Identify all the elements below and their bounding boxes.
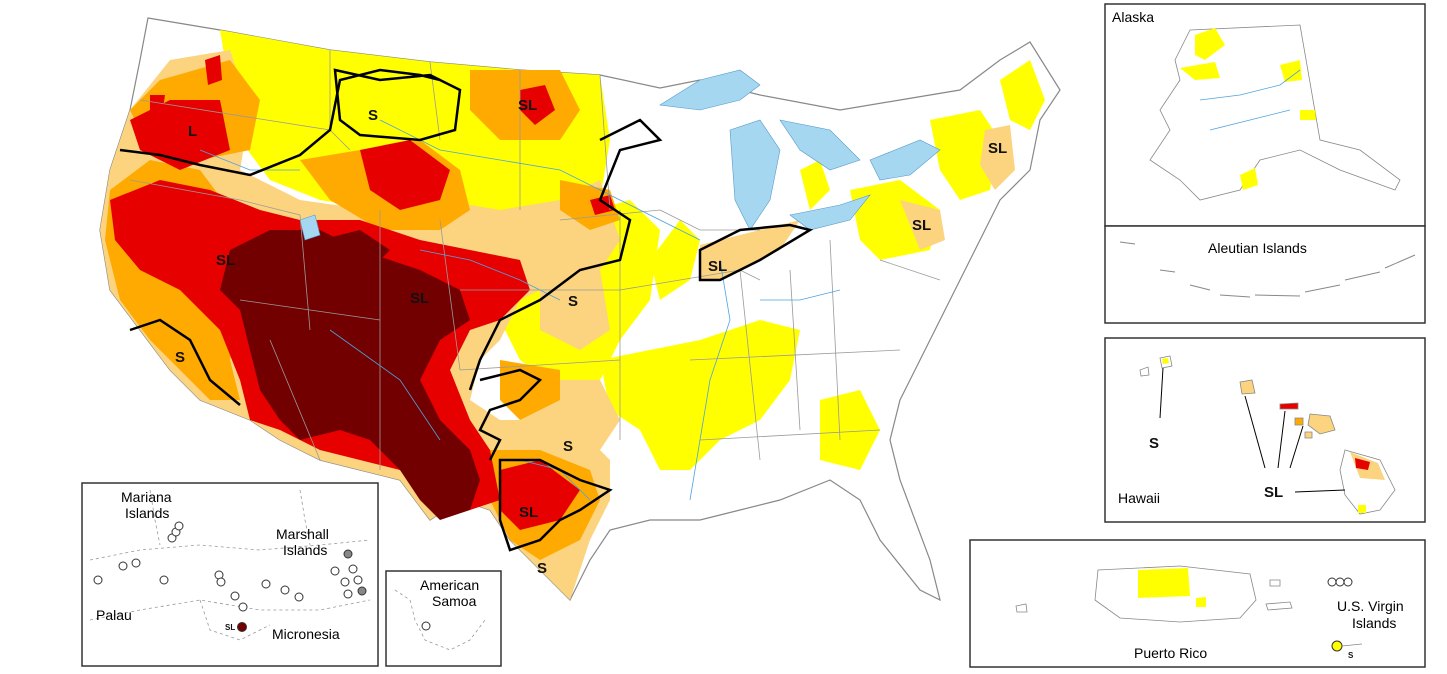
mariana-label-line2: Islands — [125, 505, 169, 521]
usvi-markers — [1327, 577, 1353, 587]
impact-label-sl-texas: SL — [519, 504, 538, 521]
big-island-d3 — [1355, 458, 1370, 470]
impact-label-sl-north-dakota: SL — [518, 97, 537, 114]
usvi-impact-s: S — [1348, 651, 1354, 660]
marshall-label-line2: Islands — [283, 542, 327, 558]
impact-label-sl-west: SL — [216, 252, 235, 269]
marshall-label-line1: Marshall — [276, 526, 329, 542]
maui — [1307, 413, 1336, 435]
st-croix-d0-marker — [1331, 640, 1343, 652]
marshall-hatched-markers — [343, 549, 367, 596]
alaska-d0-south — [1300, 110, 1316, 120]
aleutians-frame — [1104, 225, 1426, 324]
impact-label-s-california: S — [175, 349, 185, 366]
impact-label-sl-colorado: SL — [410, 290, 429, 307]
hawaii-impact-s: S — [1149, 435, 1159, 452]
oahu — [1239, 379, 1256, 395]
aleutians-inset: Aleutian Islands — [1104, 225, 1426, 324]
puerto-rico-label: Puerto Rico — [1134, 645, 1207, 661]
alaska-d0-west — [1180, 62, 1220, 80]
usvi-label-line2: Islands — [1352, 615, 1396, 631]
mariana-label-line1: Mariana — [121, 489, 172, 505]
puerto-rico-d0-central — [1138, 568, 1190, 598]
pacific-boundaries — [89, 489, 371, 641]
pacific-islands-frame — [81, 482, 379, 667]
molokai — [1279, 402, 1299, 410]
kahoolawe — [1304, 431, 1313, 439]
american-samoa-inset: American Samoa — [385, 570, 502, 667]
puerto-rico-inset: S Puerto Rico U.S. Virgin Islands — [969, 539, 1426, 668]
impact-label-s-northern-plains: S — [368, 107, 378, 124]
niihau — [1139, 366, 1150, 377]
impact-label-sl-new-england: SL — [988, 140, 1007, 157]
hawaii-label: Hawaii — [1118, 490, 1160, 506]
impact-label-sl-midwest: SL — [708, 258, 727, 275]
micronesia-label: Micronesia — [272, 626, 340, 642]
impact-boundaries — [119, 68, 814, 552]
conus-map: S SL L SL SL S SL SL SL S S SL S — [99, 17, 1061, 602]
usvi-label-line1: U.S. Virgin — [1337, 598, 1404, 614]
impact-label-s-north-texas: S — [563, 438, 573, 455]
american-samoa-marker — [421, 621, 431, 631]
micronesia-impact-sl: SL — [225, 623, 235, 632]
big-island-d0 — [1358, 505, 1366, 513]
alaska-d0-kodiak — [1240, 168, 1258, 190]
big-island — [1339, 449, 1396, 515]
american-samoa-label-line1: American — [420, 577, 479, 593]
impact-label-l-oregon: L — [188, 123, 197, 140]
hawaii-inset: Hawaii S SL — [1104, 337, 1426, 523]
alaska-inset: Alaska — [1104, 3, 1426, 227]
alaska-rivers — [1199, 69, 1301, 131]
vieques — [1265, 601, 1293, 611]
hawaii-leader-lines — [1159, 367, 1346, 493]
culebra — [1269, 579, 1281, 587]
drought-d4 — [220, 230, 480, 520]
impact-label-sl-new-york: SL — [912, 217, 931, 234]
aleutian-chain — [1119, 241, 1416, 298]
impact-label-s-south-texas: S — [537, 560, 547, 577]
aleutians-label: Aleutian Islands — [1208, 240, 1307, 256]
st-croix-outline — [1341, 643, 1363, 647]
micronesia-d4-marker — [237, 622, 247, 632]
alaska-label: Alaska — [1112, 9, 1154, 25]
alaska-d0-north — [1195, 28, 1225, 60]
pacific-island-markers — [93, 521, 363, 612]
pacific-islands-inset: SL Mariana Islands Marshall Islands Pala… — [81, 482, 379, 667]
great-lakes — [299, 69, 941, 241]
hawaii-impact-sl: SL — [1264, 484, 1283, 501]
alaska-d0-east — [1280, 60, 1302, 82]
rivers — [199, 119, 841, 501]
kauai-d0 — [1162, 358, 1169, 364]
impact-label-s-kansas: S — [568, 293, 578, 310]
lanai — [1294, 417, 1304, 426]
american-samoa-frame — [385, 570, 502, 667]
american-samoa-boundary — [394, 589, 486, 651]
puerto-rico-d0-south — [1196, 597, 1206, 607]
palau-label: Palau — [96, 607, 132, 623]
american-samoa-label-line2: Samoa — [432, 593, 477, 609]
mona-island — [1015, 603, 1028, 613]
